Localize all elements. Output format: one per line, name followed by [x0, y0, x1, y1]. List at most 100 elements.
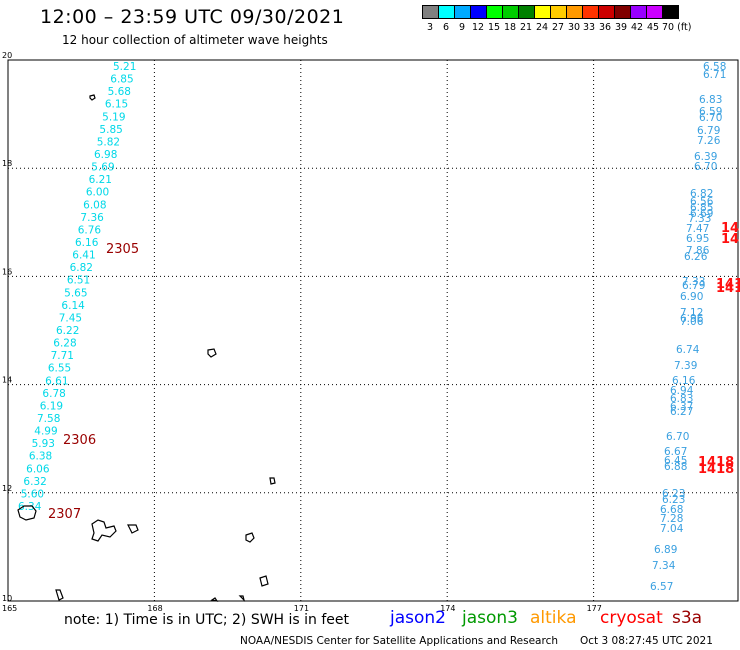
wave-height-value: 6.16	[75, 237, 99, 249]
y-axis-tick-label: 12	[2, 484, 12, 493]
island-outline	[245, 532, 255, 543]
map-frame	[7, 59, 739, 602]
wave-height-value: 7.33	[682, 276, 705, 288]
color-scale-label: 21	[520, 22, 533, 33]
wave-height-value: 6.51	[67, 275, 90, 287]
wave-height-value: 7.86	[686, 245, 710, 257]
color-scale-label: 70 (ft)	[662, 22, 692, 33]
wave-height-value: 6.00	[86, 187, 109, 199]
wave-height-value: 7.71	[51, 350, 74, 362]
wave-height-value: 6.14	[61, 300, 85, 312]
map-title: 12:00 – 23:59 UTC 09/30/2021	[40, 6, 345, 28]
wave-height-value: 6.89	[654, 544, 677, 556]
x-axis-tick-label: 171	[294, 604, 309, 613]
timestamp-text: Oct 3 08:27:45 UTC 2021	[580, 635, 713, 647]
color-scale-label: 30	[568, 22, 581, 33]
y-axis-tick-label: 14	[2, 376, 12, 385]
wave-height-value: 5.85	[99, 124, 122, 136]
cryosat-value: 141	[716, 277, 740, 292]
island-outline	[238, 595, 246, 602]
wave-height-value: 6.08	[83, 199, 106, 211]
wave-height-value: 5.65	[64, 287, 87, 299]
wave-height-value: 6.22	[56, 325, 79, 337]
pass-number-label: 2307	[48, 507, 81, 522]
wave-height-value: 7.28	[660, 513, 683, 525]
wave-height-value: 5.93	[32, 438, 55, 450]
pass-number-label: 2305	[106, 242, 139, 257]
wave-height-value: 6.71	[703, 69, 726, 81]
credit-text: NOAA/NESDIS Center for Satellite Applica…	[240, 635, 558, 647]
wave-height-value: 6.41	[72, 250, 95, 262]
wave-height-value: 6.23	[662, 494, 685, 506]
color-scale-label: 42	[631, 22, 644, 33]
wave-height-value: 7.39	[674, 360, 697, 372]
wave-height-value: 7.06	[680, 316, 704, 328]
wave-height-value: 5.21	[113, 61, 136, 73]
color-scale-label: 18	[504, 22, 517, 33]
wave-height-value: 6.61	[45, 375, 68, 387]
color-scale-label: 6	[443, 22, 450, 33]
color-scale-label: 12	[472, 22, 485, 33]
satellite-legend-altika: altika	[530, 608, 577, 628]
color-scale-label: 33	[583, 22, 596, 33]
wave-height-value: 6.70	[666, 431, 689, 443]
wave-height-value: 6.69	[690, 208, 713, 220]
wave-height-value: 6.15	[105, 99, 128, 111]
wave-height-value: 6.96	[680, 313, 704, 325]
wave-height-value: 7.26	[697, 135, 721, 147]
wave-height-value: 6.57	[650, 581, 673, 593]
wave-height-value: 7.34	[652, 560, 676, 572]
wave-height-value: 6.21	[89, 174, 112, 186]
color-scale-label: 3	[427, 22, 434, 33]
color-scale-label: 9	[459, 22, 466, 33]
satellite-legend-jason3: jason3	[462, 608, 518, 628]
cryosat-value: 14	[721, 232, 739, 247]
wave-height-value: 7.12	[680, 307, 703, 319]
wave-height-value: 7.04	[660, 523, 684, 535]
island-outline	[89, 94, 96, 101]
wave-height-value: 6.74	[676, 344, 700, 356]
wave-height-value: 6.78	[42, 388, 65, 400]
island-outline	[259, 575, 269, 587]
color-scale-label: 39	[615, 22, 628, 33]
cryosat-value: 14	[721, 221, 739, 236]
satellite-legend-cryosat: cryosat	[600, 608, 663, 628]
color-scale-label: 27	[552, 22, 565, 33]
island-outline	[91, 519, 117, 542]
island-outline	[127, 524, 139, 534]
wave-height-value: 6.37	[670, 401, 693, 413]
wave-height-value: 4.99	[34, 426, 57, 438]
wave-height-value: 6.32	[23, 476, 46, 488]
wave-height-value: 6.83	[699, 94, 722, 106]
wave-height-value: 7.36	[80, 212, 104, 224]
footer-note: note: 1) Time is in UTC; 2) SWH is in fe…	[64, 612, 350, 628]
wave-height-value: 6.28	[53, 338, 76, 350]
wave-height-value: 5.60	[21, 488, 44, 500]
wave-height-value: 6.82	[690, 188, 713, 200]
wave-height-value: 6.82	[70, 262, 93, 274]
wave-height-value: 6.38	[29, 451, 52, 463]
color-scale-label: 24	[536, 22, 549, 33]
wave-height-value: 7.58	[37, 413, 60, 425]
wave-height-value: 6.83	[670, 393, 693, 405]
y-axis-tick-label: 18	[2, 159, 12, 168]
wave-height-value: 6.68	[660, 504, 683, 516]
cryosat-value: 1418	[698, 462, 734, 477]
wave-height-value: 6.19	[40, 400, 63, 412]
wave-height-value: 6.27	[670, 406, 693, 418]
island-outline	[207, 348, 217, 358]
x-axis-tick-label: 174	[440, 604, 455, 613]
wave-height-value: 6.39	[694, 151, 717, 163]
wave-height-value: 5.69	[91, 162, 114, 174]
wave-height-value: 6.26	[684, 251, 708, 263]
y-axis-tick-label: 16	[2, 267, 12, 276]
wave-height-value: 6.59	[699, 106, 722, 118]
color-scale-label: 15	[488, 22, 501, 33]
wave-height-value: 6.85	[690, 202, 713, 214]
wave-height-value: 6.56	[690, 196, 714, 208]
wave-height-value: 6.16	[672, 375, 696, 387]
wave-height-value: 5.82	[97, 136, 120, 148]
wave-height-value: 7.45	[59, 312, 82, 324]
color-scale-legend	[422, 5, 679, 19]
